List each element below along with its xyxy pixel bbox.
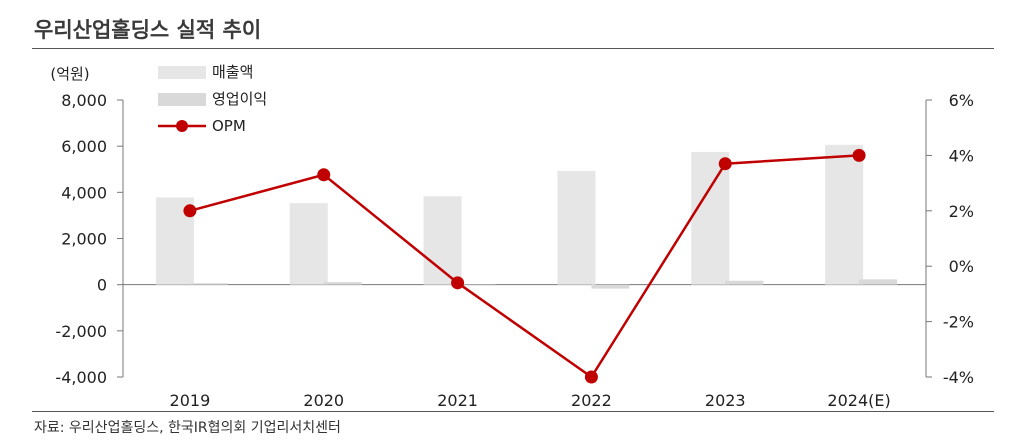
opm-line-path xyxy=(189,154,860,379)
left-tick-label: 8,000 xyxy=(61,91,107,110)
opm-point xyxy=(451,276,465,290)
left-tick-label: -2,000 xyxy=(55,322,107,341)
y-axis-label: (억원) xyxy=(50,65,89,83)
operating-profit-bar xyxy=(189,283,228,285)
operating-profit-bar xyxy=(725,280,764,285)
x-tick-label: 2022 xyxy=(571,391,612,410)
legend-marker-opm xyxy=(176,120,188,132)
operating-profit-bar xyxy=(859,279,898,285)
source-divider xyxy=(32,411,994,412)
legend-label-opm: OPM xyxy=(212,117,246,135)
opm-point xyxy=(317,168,331,182)
operating-profit-bar xyxy=(323,282,362,285)
operating-profit-bars xyxy=(189,279,898,289)
left-tick-label: 0 xyxy=(97,276,107,295)
opm-point xyxy=(183,204,197,218)
x-tick-label: 2023 xyxy=(705,391,746,410)
left-tick-label: 2,000 xyxy=(61,230,107,249)
left-tick-label: -4,000 xyxy=(55,368,107,387)
legend-label-revenue: 매출액 xyxy=(212,63,253,81)
opm-point xyxy=(718,157,732,171)
x-tick-label: 2021 xyxy=(437,391,478,410)
revenue-bar xyxy=(825,144,864,285)
x-tick-label: 2019 xyxy=(170,391,211,410)
title-divider xyxy=(32,48,994,49)
right-tick-label: 0% xyxy=(949,257,974,276)
left-tick-label: 6,000 xyxy=(61,137,107,156)
legend-swatch-operating-profit xyxy=(158,93,206,106)
right-tick-label: 4% xyxy=(949,146,974,165)
tick-labels: 8,000 6,000 4,000 2,000 0 -2,000 -4,000 6% 4% 2% 0… xyxy=(55,91,974,410)
revenue-bar xyxy=(691,151,730,285)
operating-profit-bar xyxy=(591,284,630,289)
left-tick-label: 4,000 xyxy=(61,183,107,202)
x-tick-label: 2024(E) xyxy=(827,391,890,410)
opm-point xyxy=(852,148,866,162)
operating-profit-bar xyxy=(457,284,496,286)
legend: 매출액 영업이익 OPM xyxy=(158,63,267,135)
chart-title: 우리산업홀딩스 실적 추이 xyxy=(34,18,262,42)
axes xyxy=(117,99,932,378)
x-tick-label: 2020 xyxy=(303,391,344,410)
opm-point xyxy=(584,370,598,384)
revenue-bar xyxy=(289,203,328,285)
opm-line xyxy=(183,148,866,384)
source-note: 자료: 우리산업홀딩스, 한국IR협의회 기업리서치센터 xyxy=(34,420,341,436)
revenue-bar xyxy=(557,170,596,285)
right-tick-label: -2% xyxy=(943,313,974,332)
right-tick-label: 6% xyxy=(949,91,974,110)
revenue-bars xyxy=(155,144,864,285)
legend-swatch-revenue xyxy=(158,66,206,79)
legend-label-operating-profit: 영업이익 xyxy=(212,90,267,108)
right-tick-label: 2% xyxy=(949,202,974,221)
right-tick-label: -4% xyxy=(943,368,974,387)
